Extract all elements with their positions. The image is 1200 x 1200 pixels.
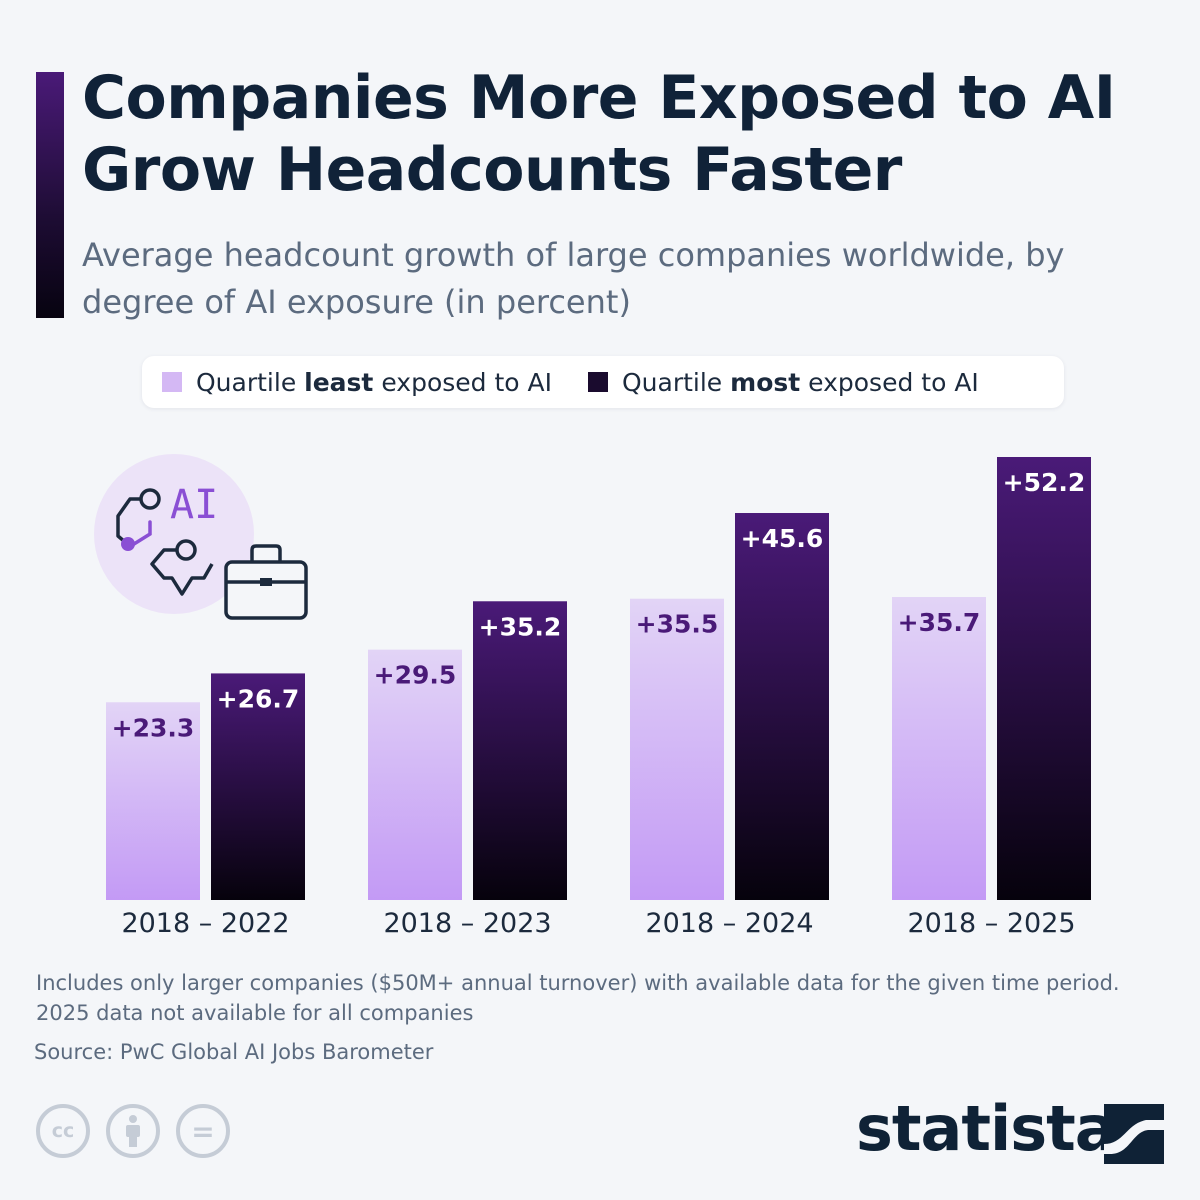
statista-logo-icon[interactable] <box>1104 1104 1164 1164</box>
ai-circuit-briefcase-icon: AI <box>94 454 308 620</box>
data-label-least-2: +35.5 <box>636 610 719 639</box>
bar-least-0 <box>106 702 200 900</box>
bar-least-2 <box>630 598 724 900</box>
legend-swatch-most <box>587 372 608 392</box>
bar-least-1 <box>368 649 462 900</box>
data-label-least-0: +23.3 <box>112 713 195 742</box>
legend-item-most: Quartile most exposed to AI <box>587 367 979 397</box>
page-title: Companies More Exposed to AI Grow Headco… <box>82 63 1116 205</box>
bar-most-3 <box>997 457 1091 900</box>
statista-logo-text[interactable]: statista <box>856 1092 1117 1165</box>
data-label-least-1: +29.5 <box>374 661 457 690</box>
x-tick-label-1: 2018 – 2023 <box>383 908 551 939</box>
license-icons: cc = <box>36 1104 230 1158</box>
data-label-most-3: +52.2 <box>1003 468 1086 497</box>
chart-legend: Quartile least exposed to AI Quartile mo… <box>142 356 1064 408</box>
chart-source: Source: PwC Global AI Jobs Barometer <box>34 1040 434 1064</box>
data-label-most-0: +26.7 <box>217 684 300 713</box>
bar-most-2 <box>735 513 829 900</box>
data-label-most-1: +35.2 <box>479 612 562 641</box>
ai-badge-text: AI <box>170 482 218 528</box>
bar-chart: +23.3 +26.7 2018 – 2022 +29.5 +35.2 2018 – 20… <box>106 457 1091 939</box>
data-label-most-2: +45.6 <box>741 524 824 553</box>
bar-most-0 <box>211 673 305 900</box>
no-derivatives-icon[interactable]: = <box>176 1104 230 1158</box>
cc-icon[interactable]: cc <box>36 1104 90 1158</box>
data-label-least-3: +35.7 <box>898 608 981 637</box>
x-tick-label-3: 2018 – 2025 <box>907 908 1075 939</box>
x-tick-label-2: 2018 – 2024 <box>645 908 813 939</box>
attribution-icon[interactable] <box>106 1104 160 1158</box>
legend-item-least: Quartile least exposed to AI <box>162 368 552 397</box>
x-tick-label-0: 2018 – 2022 <box>121 908 289 939</box>
bar-most-1 <box>473 601 567 900</box>
page-subtitle: Average headcount growth of large compan… <box>82 236 1065 321</box>
legend-label-least: Quartile least exposed to AI <box>196 367 552 397</box>
title-accent-bar <box>36 72 64 318</box>
chart-footnote: Includes only larger companies ($50M+ an… <box>36 971 1120 1025</box>
legend-swatch-least <box>162 372 182 392</box>
legend-label-most: Quartile most exposed to AI <box>621 367 979 397</box>
bar-least-3 <box>892 597 986 900</box>
